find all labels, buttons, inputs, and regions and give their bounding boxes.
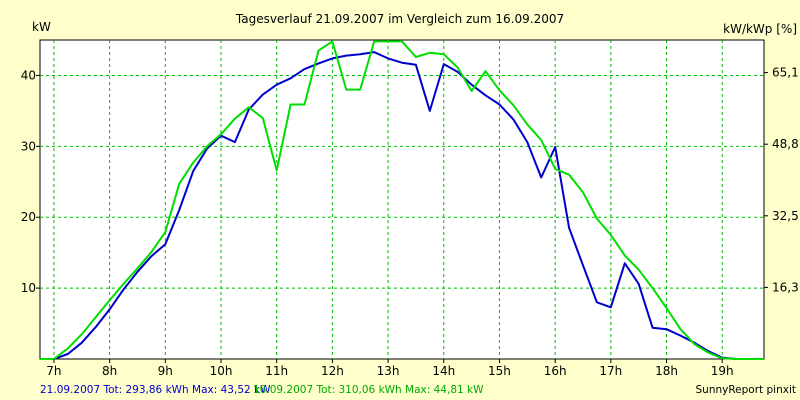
x-tick-label: 9h — [158, 364, 173, 378]
y-axis-left-label: kW — [32, 20, 51, 34]
series-line-1 — [40, 51, 764, 360]
y-tick-label-right: 32,5 — [772, 209, 799, 223]
footer-credit: SunnyReport pinxit — [696, 384, 796, 396]
y-axis-right-label: kW/kWp [%] — [723, 22, 797, 36]
x-tick-label: 18h — [655, 364, 678, 378]
y-axis-left: 10 20 30 40 — [21, 68, 40, 295]
legend-series-1: 21.09.2007 Tot: 293,86 kWh Max: 43,52 kW — [40, 384, 271, 396]
x-tick-label: 11h — [265, 364, 288, 378]
x-tick-label: 7h — [46, 364, 61, 378]
y-tick-label-left: 30 — [21, 139, 36, 153]
y-tick-label-right: 48,8 — [772, 137, 799, 151]
x-tick-label: 10h — [210, 364, 233, 378]
series-line-2 — [40, 40, 764, 360]
y-tick-label-left: 20 — [21, 210, 36, 224]
x-tick-label: 14h — [432, 364, 455, 378]
x-tick-label: 13h — [377, 364, 400, 378]
x-tick-label: 17h — [599, 364, 622, 378]
grid-lines — [40, 40, 764, 359]
x-tick-label: 12h — [321, 364, 344, 378]
y-tick-label-left: 40 — [21, 68, 36, 82]
x-tick-label: 19h — [711, 364, 734, 378]
y-tick-label-right: 65,1 — [772, 66, 799, 80]
x-axis: 7h 8h 9h 10h 11h 12h 13h 14h 15h 16h 17h 18h 19h — [46, 359, 734, 378]
y-tick-label-left: 10 — [21, 281, 36, 295]
x-tick-label: 16h — [544, 364, 567, 378]
y-tick-label-right: 16,3 — [772, 280, 799, 294]
x-tick-label: 8h — [102, 364, 117, 378]
x-tick-label: 15h — [488, 364, 511, 378]
plot-area — [39, 39, 765, 360]
y-axis-right: 16,3 32,5 48,8 65,1 — [764, 66, 799, 294]
chart-title: Tagesverlauf 21.09.2007 im Vergleich zum… — [235, 12, 564, 26]
series-group — [40, 40, 764, 360]
legend-series-2: 16.09.2007 Tot: 310,06 kWh Max: 44,81 kW — [253, 384, 484, 396]
